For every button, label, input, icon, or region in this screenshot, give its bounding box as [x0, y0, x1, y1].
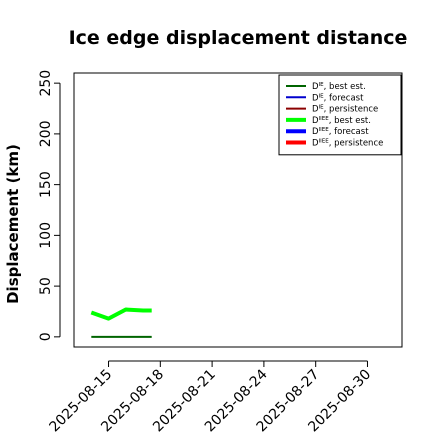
legend-label-rest: , best est. — [324, 82, 366, 92]
legend-label-main: D — [312, 93, 319, 103]
plot-frame — [73, 72, 403, 348]
legend-label-main: D — [312, 127, 319, 137]
legend-label-rest: , best est. — [329, 116, 371, 126]
legend-label: DIIEE, forecast — [312, 127, 369, 137]
y-tick-label: 250 — [38, 70, 54, 97]
y-tick-label: 200 — [38, 121, 54, 148]
x-axis: 2025-08-152025-08-182025-08-212025-08-24… — [47, 360, 374, 435]
legend-label-rest: , persistence — [324, 105, 379, 115]
legend-label-sup: IIEE — [319, 116, 330, 122]
legend-label-main: D — [312, 82, 319, 92]
legend-label-sup: IE — [319, 93, 325, 99]
legend-label-main: D — [312, 116, 319, 126]
legend-label: DIIEE, best est. — [312, 116, 371, 126]
legend-label-sup: IE — [319, 105, 325, 111]
legend-label-rest: , forecast — [329, 127, 369, 137]
legend-label-sup: IE — [319, 82, 325, 88]
legend-label-main: D — [312, 105, 319, 115]
legend-label: DIE, best est. — [312, 82, 366, 92]
y-tick-label: 150 — [38, 171, 54, 198]
legend-label-rest: , persistence — [329, 139, 384, 149]
legend-label: DIE, forecast — [312, 93, 364, 103]
y-axis: 0 50 100 150 200 250 — [38, 70, 61, 341]
y-tick-label: 50 — [38, 277, 54, 295]
y-tick-label: 100 — [38, 222, 54, 249]
legend-label-main: D — [312, 139, 319, 149]
plot-area — [90, 307, 152, 338]
legend-box — [278, 74, 402, 156]
y-tick-label: 0 — [38, 332, 54, 341]
legend-label: DIE, persistence — [312, 105, 378, 115]
legend-label: DIIEE, persistence — [312, 139, 383, 149]
y-axis-label: Displacement (km) — [4, 144, 22, 304]
legend-label-rest: , forecast — [324, 93, 364, 103]
legend-label-sup: IIEE — [319, 139, 330, 145]
series-line-3 — [90, 307, 152, 321]
chart-title: Ice edge displacement distance — [69, 27, 408, 49]
legend-label-sup: IIEE — [319, 127, 330, 133]
